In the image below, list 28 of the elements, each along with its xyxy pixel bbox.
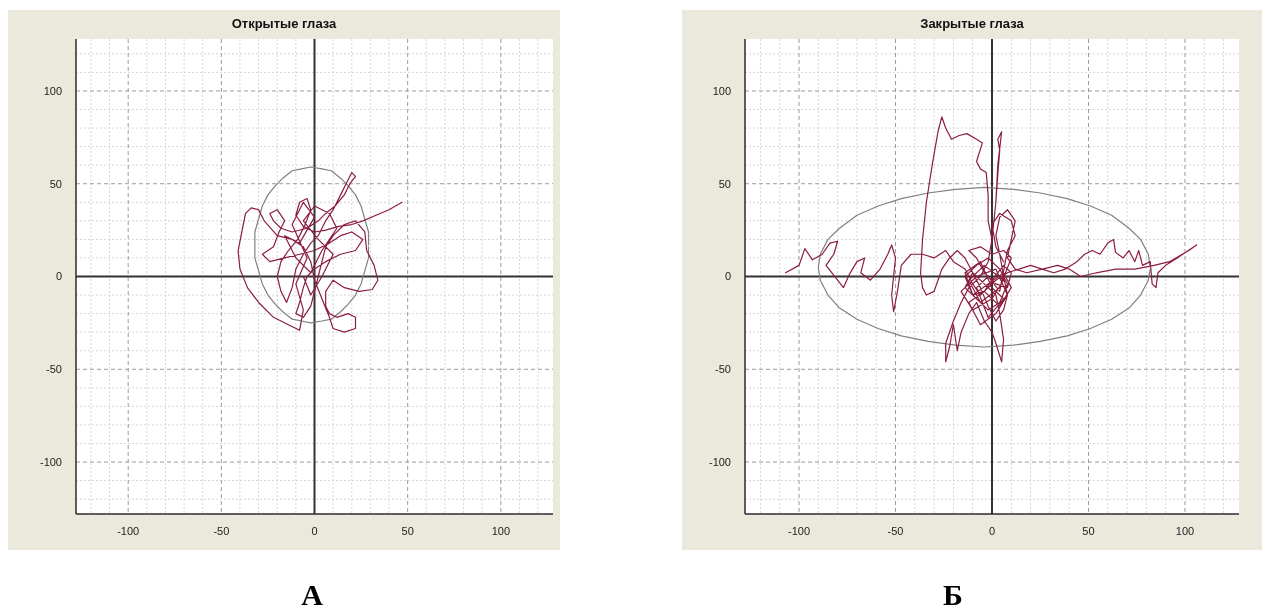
y-tick-label: 50 — [49, 177, 62, 190]
y-tick-label: 100 — [712, 84, 731, 97]
x-tick-label: 100 — [491, 524, 511, 537]
x-tick-label: 0 — [311, 524, 318, 537]
y-tick-label: -50 — [715, 363, 731, 376]
line-series — [784, 116, 1198, 363]
y-tick-label: 0 — [55, 270, 62, 283]
x-tick-label: -50 — [887, 524, 904, 537]
line-series — [237, 171, 403, 333]
x-tick-label: 50 — [1082, 524, 1095, 537]
x-tick-label: 50 — [401, 524, 414, 537]
y-tick-label: -100 — [708, 455, 731, 468]
chart-title: Открытые глаза — [230, 15, 338, 33]
y-tick-label: 50 — [718, 177, 731, 190]
text: Б — [942, 578, 964, 612]
line-series — [254, 166, 370, 324]
x-tick-label: 100 — [1175, 524, 1195, 537]
text: А — [300, 578, 324, 612]
x-tick-label: -100 — [117, 524, 140, 537]
x-tick-label: -100 — [788, 524, 811, 537]
x-tick-label: 0 — [988, 524, 996, 537]
y-tick-label: -50 — [46, 363, 62, 376]
y-tick-label: 100 — [43, 84, 62, 97]
y-tick-label: 0 — [724, 270, 731, 283]
y-tick-label: -100 — [39, 455, 62, 468]
x-tick-label: -50 — [213, 524, 230, 537]
line-series — [817, 186, 1151, 348]
chart-title: Закрытые глаза — [919, 15, 1025, 33]
